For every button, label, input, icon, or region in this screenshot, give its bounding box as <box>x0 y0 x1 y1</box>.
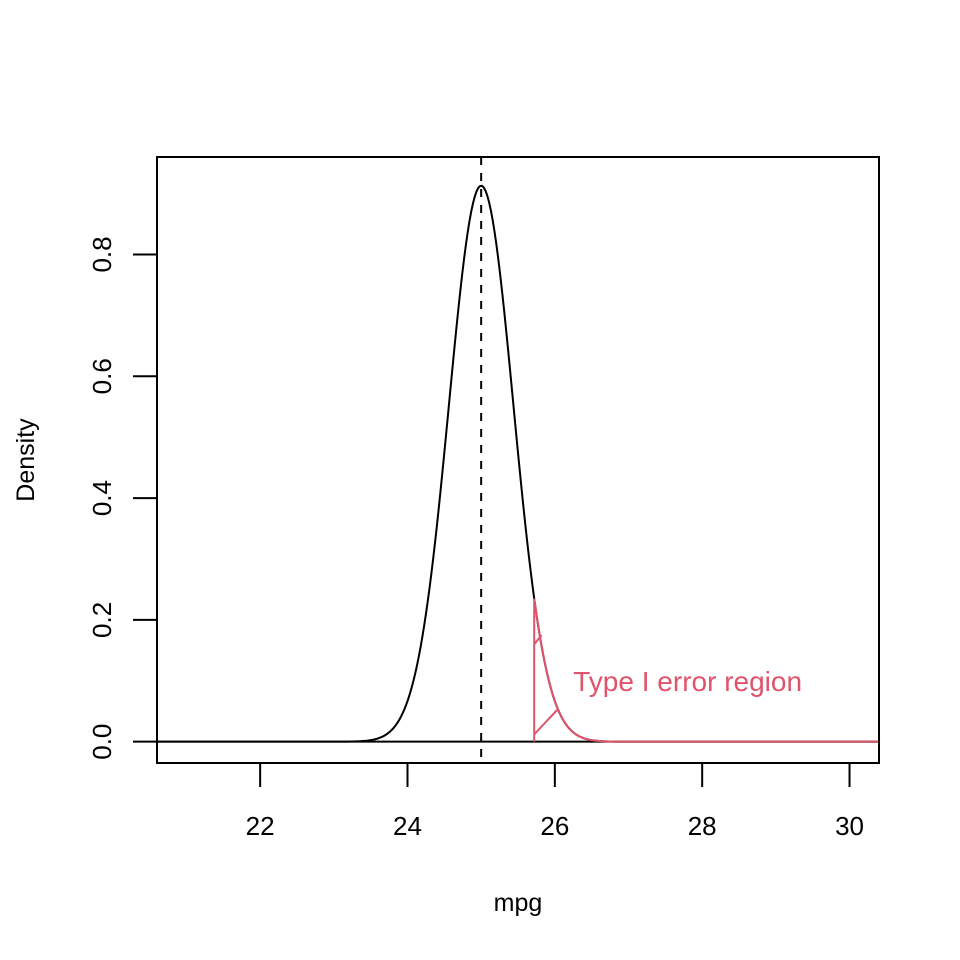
y-tick-label: 0.0 <box>87 724 117 760</box>
y-tick-label: 0.6 <box>87 358 117 394</box>
plot-frame <box>156 156 880 764</box>
x-tick-label: 22 <box>246 811 275 841</box>
x-tick-label: 26 <box>540 811 569 841</box>
y-axis-title: Density <box>12 418 40 502</box>
hatch-line <box>533 709 558 736</box>
x-axis-title: mpg <box>494 889 543 917</box>
y-tick-label: 0.2 <box>87 602 117 638</box>
x-tick-label: 24 <box>393 811 422 841</box>
y-tick-label: 0.4 <box>87 480 117 516</box>
y-axis: 0.0 0.2 0.4 0.6 0.8 <box>87 236 157 760</box>
type-i-error-annotation: Type I error region <box>573 666 802 697</box>
hatch-line <box>533 634 543 645</box>
x-tick-label: 28 <box>688 811 717 841</box>
x-axis: 22 24 26 28 30 <box>246 763 864 841</box>
rejection-region <box>533 598 879 743</box>
y-tick-label: 0.8 <box>87 236 117 272</box>
x-tick-label: 30 <box>835 811 864 841</box>
rejection-region-outline <box>533 598 879 743</box>
